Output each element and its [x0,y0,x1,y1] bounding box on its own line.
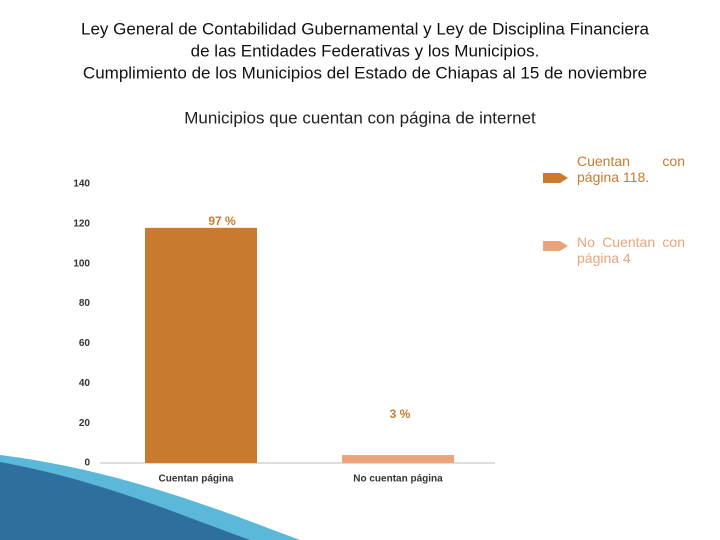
x-tick-label: No cuentan página [353,474,443,485]
y-tick-label: 20 [79,418,91,429]
legend-arrow [543,173,568,183]
title-line: Ley General de Contabilidad Gubernamenta… [81,19,649,38]
bar [342,455,454,463]
x-tick-label: Cuentan página [158,474,233,485]
y-tick-label: 0 [84,458,90,469]
bar [145,227,257,463]
y-tick-label: 120 [73,218,90,229]
y-tick-label: 80 [79,298,91,309]
annotation: 97 % [208,214,236,228]
annotation: 3 % [390,407,411,421]
legend-arrow [543,241,568,251]
title-line: de las Entidades Federativas y los Munic… [191,41,540,60]
legend-label: Cuentan con página 118. [577,153,685,185]
title-line: Cumplimiento de los Municipios del Estad… [83,63,647,82]
y-tick-label: 40 [79,378,91,389]
legend-label: No Cuentan con página 4 [577,234,685,266]
subtitle: Municipios que cuentan con página de int… [184,108,536,127]
y-tick-label: 140 [73,179,90,190]
decoration [0,462,250,540]
y-tick-label: 60 [79,338,91,349]
y-tick-label: 100 [73,258,90,269]
